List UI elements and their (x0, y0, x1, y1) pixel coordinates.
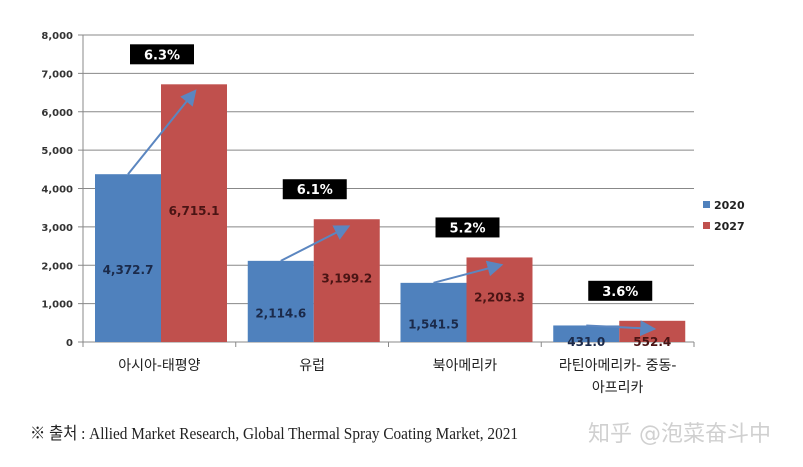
legend-label: 2020 (714, 199, 745, 212)
growth-arrow (433, 260, 504, 284)
data-label: 1,541.5 (408, 317, 459, 331)
category-label: 아시아-태평양 (118, 358, 200, 374)
growth-callout (588, 280, 653, 301)
bar-2020 (400, 282, 467, 342)
data-label: 431.0 (567, 335, 605, 349)
data-label: 2,114.6 (255, 306, 306, 320)
growth-label: 6.1% (297, 183, 333, 198)
y-tick-label: 0 (66, 338, 73, 349)
growth-callout (435, 217, 500, 238)
y-tick-label: 7,000 (41, 69, 73, 80)
y-tick-label: 3,000 (41, 223, 73, 234)
bar-2027 (161, 84, 227, 342)
y-tick-label: 8,000 (41, 31, 73, 42)
data-label: 2,203.3 (474, 291, 525, 305)
y-tick-label: 4,000 (41, 185, 73, 196)
bar-2020 (247, 260, 314, 342)
growth-arrow (586, 320, 657, 337)
y-tick-label: 1,000 (41, 300, 73, 311)
legend-swatch-2020 (703, 201, 710, 208)
category-label: 유럽 (299, 358, 325, 374)
growth-label: 5.2% (449, 221, 485, 236)
data-label: 3,199.2 (321, 272, 372, 286)
bar-2020 (95, 174, 161, 342)
y-tick-label: 5,000 (41, 146, 73, 157)
y-tick-label: 2,000 (41, 261, 73, 272)
growth-arrow (280, 225, 351, 262)
growth-label: 6.3% (144, 48, 180, 63)
category-label: 아프리카 (592, 380, 644, 396)
data-label: 4,372.7 (103, 263, 154, 277)
growth-callout (282, 179, 347, 200)
category-label: 북아메리카 (433, 358, 498, 374)
data-label: 6,715.1 (169, 204, 220, 218)
growth-label: 3.6% (602, 285, 638, 300)
data-label: 552.4 (633, 335, 671, 349)
bar-2020 (553, 325, 620, 342)
y-tick-label: 6,000 (41, 108, 73, 119)
legend-label: 2027 (714, 220, 745, 233)
category-label: 라틴아메리카- 중동- (559, 358, 677, 374)
growth-callout (130, 44, 194, 65)
growth-arrow (127, 89, 197, 175)
source-footnote: ※ 출처 : Allied Market Research, Global Th… (30, 424, 519, 443)
watermark: 知乎 @泡菜奋斗中 (588, 422, 771, 447)
legend-swatch-2027 (703, 222, 710, 229)
